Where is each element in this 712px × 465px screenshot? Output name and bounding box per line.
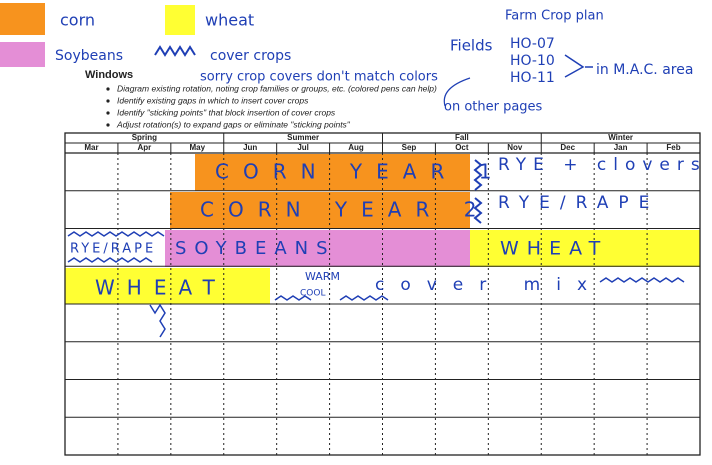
- season-label: Spring: [132, 133, 157, 142]
- plan-cover-warm: WARM: [305, 270, 340, 283]
- season-label: Fall: [455, 133, 469, 142]
- plan-crop: CORN YEAR 1: [215, 160, 505, 184]
- corn-fill: [170, 192, 470, 229]
- plan-cover: RYE/RAPE: [498, 193, 659, 213]
- notes-title: Farm Crop plan: [505, 9, 604, 24]
- season-label: Summer: [287, 133, 319, 142]
- month-label: Feb: [666, 143, 680, 152]
- field: HO-10: [510, 53, 555, 69]
- field: HO-07: [510, 36, 555, 52]
- plan-cover-cool: COOL: [300, 289, 325, 299]
- fields-label: Fields: [450, 37, 493, 55]
- month-label: Oct: [455, 143, 469, 152]
- month-label: Aug: [348, 143, 364, 152]
- plan-crop: WHEAT: [95, 276, 227, 300]
- month-label: Jan: [614, 143, 628, 152]
- soybean-swatch: [0, 42, 45, 67]
- cover-squiggle: [67, 231, 165, 263]
- month-label: Nov: [507, 143, 523, 152]
- legend-cover: cover crops: [210, 48, 291, 64]
- plan-crop: SOYBEANS: [175, 238, 336, 259]
- month-label: May: [190, 143, 206, 152]
- bullet-text: Diagram existing rotation, noting crop f…: [117, 83, 437, 93]
- legend-soybeans: Soybeans: [55, 48, 123, 64]
- bullet: [106, 87, 110, 91]
- apology-more: on other pages: [444, 100, 543, 115]
- month-label: Jun: [243, 143, 257, 152]
- bullet-text: Identify "sticking points" that block in…: [117, 107, 336, 117]
- month-label: Mar: [84, 143, 98, 152]
- legend-corn: corn: [60, 11, 95, 30]
- bullet-text: Adjust rotation(s) to expand gaps or eli…: [116, 119, 351, 129]
- month-label: Apr: [137, 143, 151, 152]
- plan-cover: cover mix: [375, 275, 603, 295]
- table-grid: Mar Apr May Jun Jul Aug Sep Oct Nov Dec Jan Feb Spri…: [64, 132, 701, 456]
- plan-crop: CORN YEAR 2: [200, 198, 490, 222]
- plan-fills: [65, 154, 700, 304]
- corn-fill: [195, 154, 470, 191]
- month-label: Dec: [560, 143, 575, 152]
- bullet-list: Diagram existing rotation, noting crop f…: [106, 83, 437, 129]
- arrow: [564, 54, 593, 78]
- plan-spring-cover: RYE/RAPE: [70, 242, 156, 257]
- wheat-fill: [470, 230, 700, 267]
- bullet: [106, 111, 110, 115]
- cover-swatch: [154, 45, 196, 57]
- season-label: Winter: [608, 133, 633, 142]
- bullet-text: Identify existing gaps in which to inser…: [117, 95, 309, 105]
- windows-title: Windows: [85, 69, 133, 81]
- legend-wheat: wheat: [205, 11, 254, 30]
- month-label: Jul: [297, 143, 309, 152]
- wheat-swatch: [165, 5, 195, 35]
- soybean-fill: [165, 230, 470, 267]
- cover-squiggle: [473, 159, 483, 191]
- apology-note: sorry crop covers don't match colors: [200, 70, 438, 85]
- note-arc: [443, 77, 471, 107]
- area-note: in M.A.C. area: [596, 62, 693, 78]
- cover-squiggle: [149, 277, 685, 338]
- plan-winter-crop: WHEAT: [500, 238, 608, 260]
- bullet: [106, 123, 110, 127]
- plan-cover: RYE + clovers: [498, 155, 707, 175]
- field: HO-11: [510, 70, 555, 86]
- corn-swatch: [0, 3, 45, 35]
- bullet: [106, 99, 110, 103]
- cover-squiggle: [473, 197, 483, 224]
- wheat-fill: [65, 268, 270, 304]
- month-label: Sep: [402, 143, 417, 152]
